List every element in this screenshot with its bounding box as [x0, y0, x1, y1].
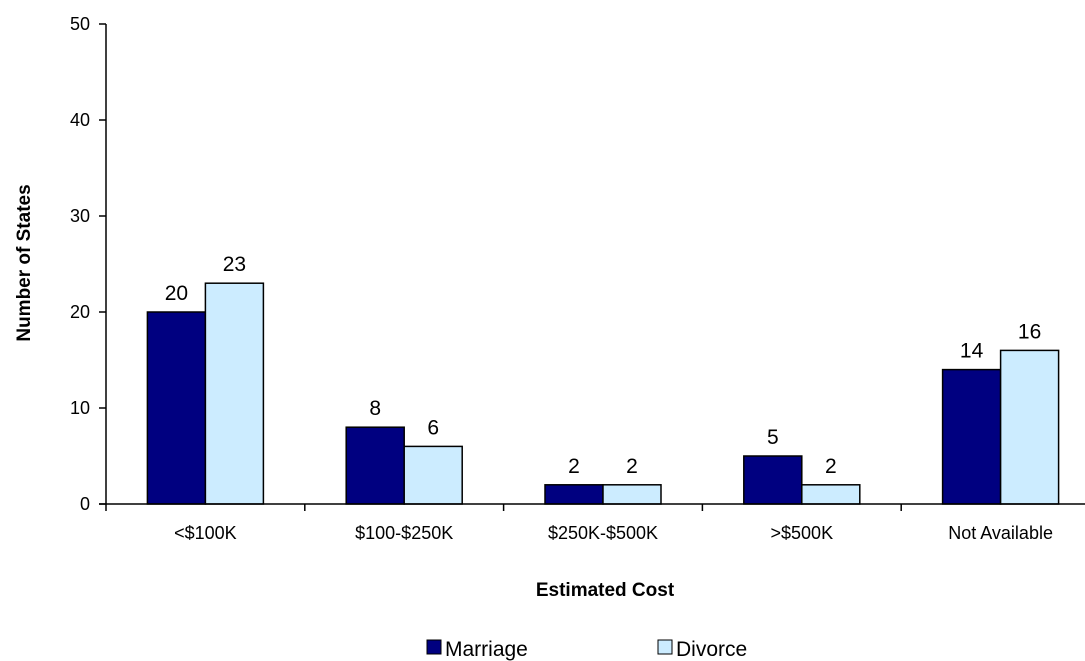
data-label-marriage-100-250k: 8: [369, 397, 381, 420]
bar-divorce-100k: [204, 282, 265, 505]
data-label-marriage-not-available: 14: [960, 340, 984, 363]
x-tick-label-500k: >$500K: [771, 523, 834, 543]
bar-divorce-not-available: [999, 349, 1060, 505]
labels-layer: 20 23 <$100K 8 6 $100-$250K 2 2 $250K-$500K 5 2 >$5…: [70, 14, 1053, 543]
bar-marriage-not-available: [941, 368, 1002, 505]
data-label-marriage-500k: 5: [767, 426, 779, 449]
bar-divorce-500k: [801, 484, 861, 505]
data-label-divorce-500k: 2: [825, 455, 837, 478]
bar-marriage-250k-500k: [544, 484, 604, 505]
bar-marriage-100-250k: [345, 426, 405, 505]
axes-layer: [99, 23, 1085, 511]
x-tick-label-not-available: Not Available: [948, 523, 1053, 543]
bars-layer: [146, 282, 1060, 505]
legend-label-marriage: Marriage: [445, 638, 528, 661]
y-axis-title: Number of States: [14, 184, 35, 341]
y-tick-label-10: 10: [70, 398, 90, 418]
data-label-divorce-100-250k: 6: [427, 416, 439, 439]
y-tick-label-40: 40: [70, 110, 90, 130]
bar-marriage-500k: [743, 455, 803, 505]
y-tick-label-0: 0: [80, 494, 90, 514]
x-tick-label-250k-500k: $250K-$500K: [548, 523, 658, 543]
legend-label-divorce: Divorce: [676, 638, 747, 661]
legend-swatch-divorce: [657, 639, 673, 655]
bar-divorce-250k-500k: [602, 484, 662, 505]
y-tick-label-20: 20: [70, 302, 90, 322]
data-label-marriage-100k: 20: [165, 282, 188, 305]
x-tick-label-100-250k: $100-$250K: [355, 523, 453, 543]
data-label-divorce-not-available: 16: [1018, 320, 1041, 343]
x-tick-label-100k: <$100K: [174, 523, 237, 543]
y-tick-label-50: 50: [70, 14, 90, 34]
data-label-divorce-100k: 23: [223, 253, 246, 276]
legend: Marriage Divorce: [426, 638, 747, 661]
legend-swatch-marriage: [426, 639, 442, 655]
bar-marriage-100k: [146, 311, 207, 505]
data-label-divorce-250k-500k: 2: [626, 455, 638, 478]
y-tick-label-30: 30: [70, 206, 90, 226]
bar-divorce-100-250k: [403, 445, 463, 505]
data-label-marriage-250k-500k: 2: [568, 455, 580, 478]
x-axis-title: Estimated Cost: [536, 580, 675, 601]
